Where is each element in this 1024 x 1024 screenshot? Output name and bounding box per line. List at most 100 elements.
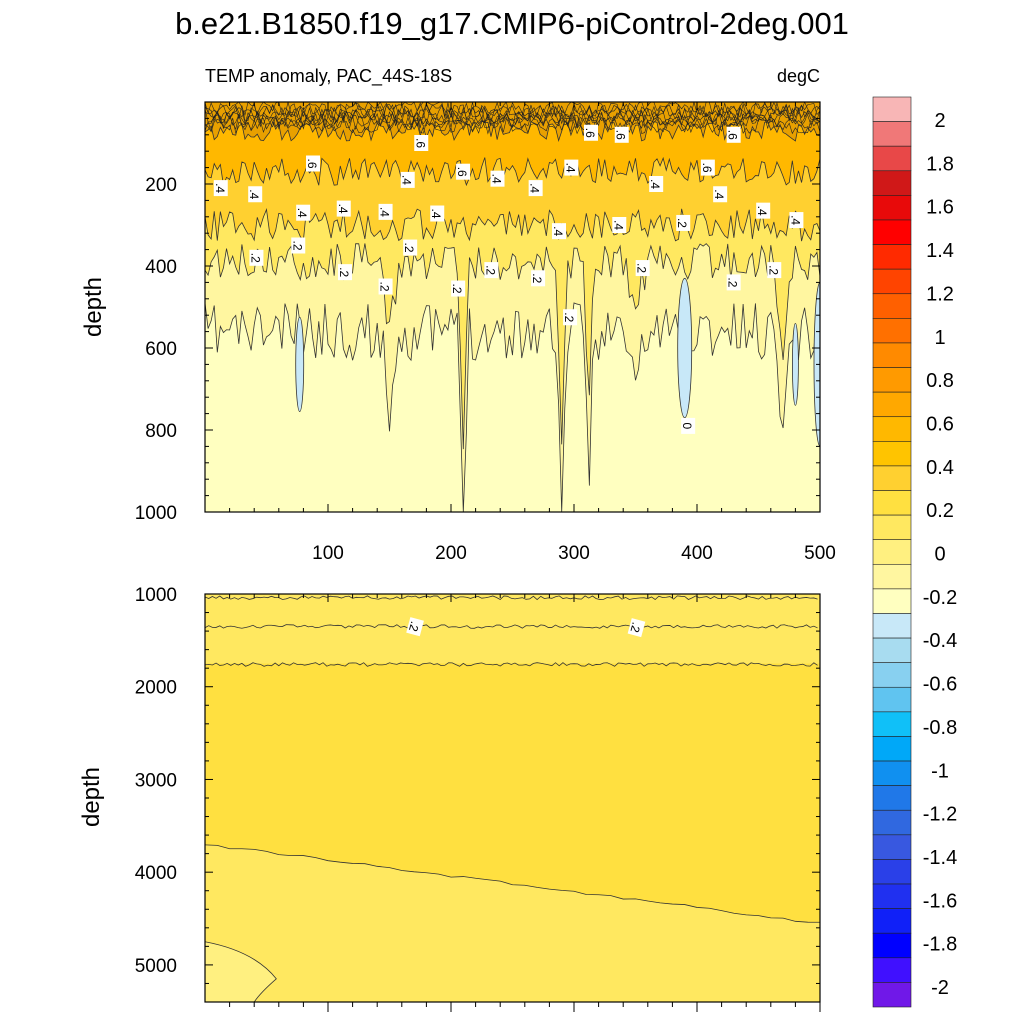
lower-contour-line bbox=[205, 844, 820, 923]
upper-y-tick-label: 800 bbox=[145, 421, 177, 442]
colorbar-swatch bbox=[872, 662, 912, 688]
colorbar-swatch bbox=[872, 416, 912, 442]
colorbar-swatch bbox=[872, 613, 912, 639]
svg-text:.4: .4 bbox=[563, 163, 577, 173]
lower-contour-line bbox=[205, 662, 818, 667]
contour-label: .4 bbox=[378, 203, 393, 220]
colorbar-swatch bbox=[872, 563, 912, 590]
contour-label: .4 bbox=[788, 212, 804, 229]
contour-label: .6 bbox=[413, 135, 429, 151]
colorbar-swatch bbox=[872, 834, 912, 860]
svg-text:.6: .6 bbox=[455, 167, 469, 177]
colorbar-swatch bbox=[872, 465, 912, 491]
colorbar-swatch bbox=[872, 686, 912, 713]
contour-label: .4 bbox=[213, 180, 228, 197]
colorbar-label: 0.6 bbox=[926, 413, 954, 435]
contour-label: .4 bbox=[490, 170, 505, 187]
svg-text:.2: .2 bbox=[635, 263, 649, 273]
svg-text:.2: .2 bbox=[450, 284, 464, 294]
contour-label: .2 bbox=[483, 262, 499, 279]
upper-x-tick-label: 100 bbox=[312, 543, 344, 564]
contour-label: .2 bbox=[627, 618, 646, 638]
colorbar-swatch bbox=[872, 490, 912, 516]
colorbar-label: -1.4 bbox=[923, 847, 957, 869]
negative-anomaly-region bbox=[295, 316, 305, 412]
colorbar-label: 0.8 bbox=[926, 370, 954, 392]
colorbar-label: 1.4 bbox=[926, 240, 954, 262]
colorbar-swatch bbox=[872, 711, 912, 737]
svg-text:.2: .2 bbox=[378, 281, 392, 291]
lower-contour-line bbox=[205, 624, 818, 629]
svg-text:.2: .2 bbox=[248, 253, 262, 263]
colorbar-swatch bbox=[872, 637, 912, 663]
upper-contour-line bbox=[205, 243, 820, 450]
svg-text:.4: .4 bbox=[429, 209, 443, 219]
contour-label: .4 bbox=[247, 186, 263, 203]
contour-label: .6 bbox=[700, 159, 715, 176]
contour-label: .6 bbox=[726, 126, 741, 143]
svg-text:.6: .6 bbox=[305, 158, 319, 168]
contour-label: .2 bbox=[726, 274, 741, 291]
lower-y-tick-label: 5000 bbox=[135, 956, 177, 977]
svg-text:.2: .2 bbox=[726, 277, 740, 287]
lower-panel-plot: 1000 2000 3000 4000 5000 .2 .2 bbox=[135, 585, 821, 1012]
figure-title: b.e21.B1850.f19_g17.CMIP6-piControl-2deg… bbox=[175, 6, 849, 41]
upper-y-tick-label: 400 bbox=[145, 257, 177, 278]
contour-label: .4 bbox=[400, 171, 415, 188]
upper-x-tick-label: 500 bbox=[804, 543, 836, 564]
contour-label: .2 bbox=[635, 260, 650, 277]
upper-contour-line bbox=[205, 102, 820, 118]
contour-label: .2 bbox=[675, 214, 691, 231]
contour-label: .6 bbox=[305, 155, 321, 172]
colorbar-label: 0 bbox=[934, 544, 945, 566]
colorbar-label: 1.6 bbox=[926, 197, 954, 219]
colorbar-swatch bbox=[872, 809, 912, 836]
negative-anomaly-region bbox=[792, 322, 799, 406]
colorbar-label: 1.8 bbox=[926, 153, 954, 175]
contour-label: .2 bbox=[450, 280, 466, 297]
svg-text:.6: .6 bbox=[583, 128, 597, 138]
colorbar-swatch bbox=[872, 391, 912, 418]
colorbar-label: 0.2 bbox=[926, 500, 954, 522]
panel-subtitle-left: TEMP anomaly, PAC_44S-18S bbox=[205, 66, 452, 87]
colorbar-swatch bbox=[872, 367, 912, 393]
svg-text:.4: .4 bbox=[295, 208, 309, 218]
colorbar-label: -2 bbox=[931, 977, 949, 999]
svg-text:.2: .2 bbox=[337, 267, 351, 277]
svg-text:.6: .6 bbox=[700, 163, 714, 173]
negative-anomaly-region bbox=[677, 277, 693, 419]
svg-text:.4: .4 bbox=[336, 204, 350, 214]
colorbar-label: 1 bbox=[934, 327, 945, 349]
upper-contour-line bbox=[205, 102, 820, 120]
svg-text:.4: .4 bbox=[712, 189, 726, 199]
colorbar-swatch bbox=[872, 145, 912, 172]
upper-y-tick-label: 200 bbox=[145, 175, 177, 196]
upper-contour-line bbox=[205, 116, 820, 135]
colorbar-label: -1.8 bbox=[923, 934, 957, 956]
upper-contour-band bbox=[205, 102, 820, 141]
lower-y-axis-label: depth bbox=[78, 767, 105, 827]
contour-label: .2 bbox=[562, 309, 578, 326]
lower-y-tick-label: 2000 bbox=[135, 678, 177, 699]
svg-text:.2: .2 bbox=[530, 273, 544, 283]
contour-label: 0 bbox=[680, 417, 696, 434]
lower-y-tick-label: 4000 bbox=[135, 863, 177, 884]
svg-text:.4: .4 bbox=[247, 189, 261, 199]
contour-label: .2 bbox=[290, 237, 306, 254]
svg-text:.4: .4 bbox=[378, 207, 392, 217]
contour-label: .2 bbox=[402, 239, 418, 256]
svg-text:.4: .4 bbox=[400, 175, 414, 185]
colorbar-swatch bbox=[872, 588, 912, 614]
svg-text:.2: .2 bbox=[483, 265, 497, 275]
svg-text:.4: .4 bbox=[490, 174, 504, 184]
lower-contour-line bbox=[205, 595, 818, 601]
svg-text:.6: .6 bbox=[413, 138, 427, 148]
svg-text:.4: .4 bbox=[213, 183, 227, 193]
panel-subtitle-right: degC bbox=[777, 66, 820, 86]
contour-label: .4 bbox=[528, 180, 543, 197]
colorbar-swatch bbox=[872, 785, 912, 811]
colorbar-swatch bbox=[872, 441, 912, 467]
colorbar-label: -1.6 bbox=[923, 890, 957, 912]
colorbar-label: -1 bbox=[931, 760, 949, 782]
contour-label: .2 bbox=[530, 270, 546, 287]
